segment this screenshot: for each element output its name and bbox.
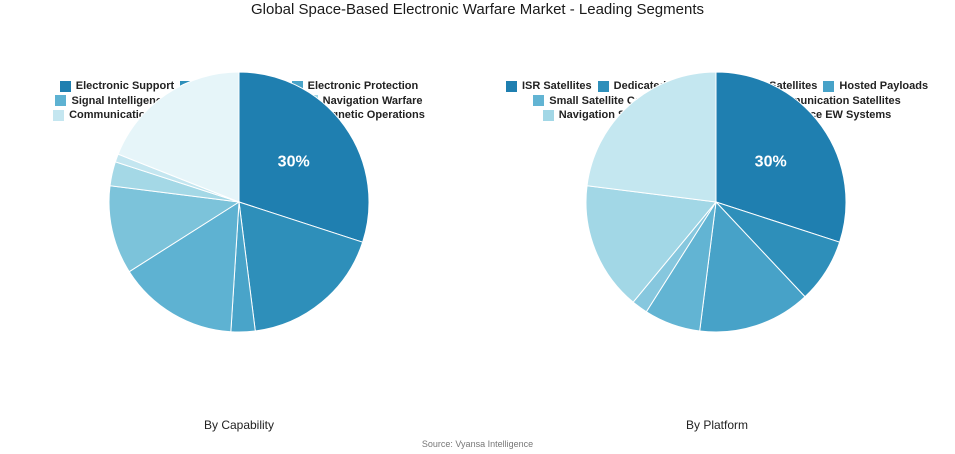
legend-swatch: [59, 80, 71, 92]
legend-label: Hosted Payloads: [839, 80, 929, 92]
capability-slice-electronic-attack: [238, 200, 364, 332]
legend-swatch: [533, 95, 545, 107]
legend-swatch: [542, 109, 554, 121]
legend-swatch: [597, 80, 609, 92]
legend-item-electronic-support: Electronic Support: [59, 79, 175, 94]
legend-label: Navigation Warfare: [322, 94, 423, 107]
platform-pie: 30%: [585, 70, 847, 332]
legend-swatch: [55, 95, 67, 107]
legend-item-signal-intelligence: Signal Intelligence: [55, 94, 168, 109]
legend-swatch: [505, 80, 517, 92]
legend-label: ISR Satellites: [521, 80, 592, 92]
platform-slice-navigation-satellites: [585, 184, 717, 303]
chart-title: Global Space-Based Electronic Warfare Ma…: [251, 1, 704, 18]
legend-label: Electronic Protection: [307, 80, 419, 92]
source-note: Source: Vyansa Intelligence: [421, 439, 534, 449]
capability-slice-label: 30%: [278, 153, 310, 170]
capability-slice-signal-intelligence: [128, 200, 240, 332]
capability-chart-caption: By Capability: [203, 418, 275, 432]
platform-slice-hosted-payloads: [699, 200, 806, 332]
capability-pie: 30%: [108, 70, 370, 332]
legend-item-isr-satellites: ISR Satellites: [505, 79, 592, 94]
legend-label: Signal Intelligence: [71, 94, 169, 107]
capability-slice-spectrum-monitoring: [108, 184, 241, 272]
platform-chart-caption: By Platform: [685, 418, 748, 432]
platform-slice-label: 30%: [755, 153, 787, 170]
capability-slice-cyber-electromagnetic-operations: [117, 70, 240, 203]
legend-swatch: [823, 80, 835, 92]
platform-slice-isr-satellites: [715, 70, 847, 243]
platform-slice-ground-controlled-space-ew-systems: [586, 70, 717, 203]
legend-swatch: [53, 109, 65, 121]
capability-slice-electronic-support: [238, 70, 370, 243]
legend-label: Electronic Support: [75, 80, 175, 92]
legend-item-hosted-payloads: Hosted Payloads: [823, 79, 928, 94]
